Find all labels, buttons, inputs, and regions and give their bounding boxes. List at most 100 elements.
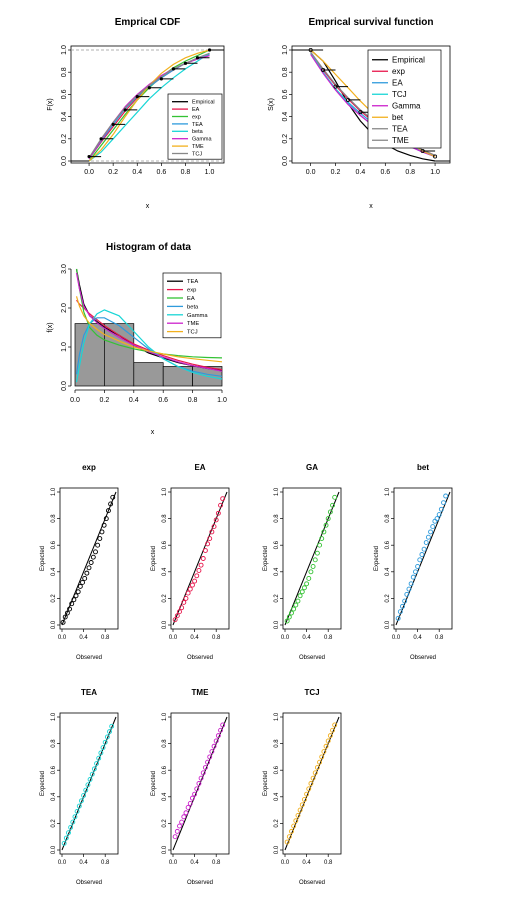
surv-legend-label: EA (392, 79, 403, 88)
pp-tcj-point (332, 722, 338, 728)
pp-ga-xtick-label: 0.4 (302, 635, 311, 641)
pp-bet-point (402, 598, 408, 604)
pp-tcj-ytick-label: 1.0 (274, 712, 280, 721)
pp-tea-point (87, 777, 93, 782)
pp-bet-ylabel: Expected (374, 546, 380, 571)
pp-ga-point (325, 516, 331, 522)
pp-ga-plot-box (282, 487, 342, 630)
pp-tea-point (81, 793, 87, 798)
pp-tme-chart: TME 0.0 0.4 0.8 0.0 0.2 0.4 0.6 0.8 1.0 Observed Ex… (151, 688, 230, 886)
pp-tme-xtick-label: 0.0 (169, 860, 178, 866)
survival-empirical-point (321, 67, 326, 72)
surv-xtick-label: 0.8 (405, 169, 415, 176)
pp-tea-point (83, 787, 89, 793)
surv-ytick-label: 1.0 (282, 45, 289, 55)
pp-tme-ytick-label: 0.0 (162, 845, 168, 854)
pp-tcj-xtick-label: 0.8 (324, 860, 333, 866)
surv-xtick-label: 0.6 (380, 169, 390, 176)
pp-tea-point (74, 808, 80, 814)
pp-bet-ytick-label: 0.0 (385, 620, 391, 629)
pp-exp-point (75, 589, 81, 595)
pp-tea-ylabel: Expected (40, 771, 46, 796)
pp-tcj-point (325, 738, 331, 744)
cdf-title: Emprical CDF (115, 17, 181, 28)
pp-ga-point (332, 494, 338, 500)
cdf-empirical-point (135, 95, 139, 99)
pp-tea-xtick-label: 0.0 (58, 860, 67, 866)
pp-exp-ylabel: Expected (40, 546, 46, 571)
pp-tme-xtick-label: 0.8 (212, 860, 221, 866)
cdf-empirical-steps (71, 49, 224, 162)
pp-bet-point (425, 534, 431, 540)
cdf-legend-label: Empirical (192, 100, 215, 106)
hist-density-exp (76, 299, 223, 371)
cdf-empirical-point (99, 137, 103, 141)
pp-exp-xtick-label: 0.4 (79, 635, 88, 641)
pp-ga-point (284, 618, 290, 624)
pp-bet-xtick-label: 0.4 (413, 635, 422, 641)
hist-xtick-label: 0.8 (188, 397, 198, 404)
pp-tcj-point (284, 839, 290, 845)
pp-tcj-ytick-label: 0.2 (274, 819, 280, 828)
pp-tcj-title: TCJ (304, 688, 319, 697)
hist-ytick-label: 0.0 (61, 381, 68, 391)
pp-tea-point (107, 729, 112, 735)
pp-tme-point (200, 770, 206, 776)
hist-bar (133, 362, 164, 387)
surv-ytick-label: 0.2 (282, 134, 289, 144)
pp-ea-point (209, 529, 215, 535)
pp-tme-ytick-label: 0.4 (162, 792, 168, 801)
pp-ea-point (220, 496, 226, 502)
pp-ea-xtick-label: 0.0 (169, 635, 178, 641)
pp-ga-point (299, 589, 305, 595)
pp-tea-point (96, 755, 102, 761)
pp-ea-point (200, 556, 206, 561)
pp-bet-point (410, 574, 416, 580)
cdf-xtick-label: 0.0 (84, 169, 94, 176)
pp-bet-point (419, 552, 425, 557)
pp-exp-xtick-label: 0.8 (101, 635, 110, 641)
surv-xtick-label: 0.4 (356, 169, 366, 176)
pp-tea-xtick-label: 0.4 (79, 860, 88, 866)
pp-tme-point (198, 775, 204, 781)
cdf-xtick-label: 0.4 (132, 169, 142, 176)
cdf-legend-label: Gamma (192, 137, 213, 143)
pp-exp-point (90, 554, 96, 560)
pp-ga-ytick-label: 0.6 (274, 540, 280, 549)
pp-bet-ytick-label: 0.2 (385, 594, 391, 603)
pp-bet-point (434, 516, 440, 522)
cdf-legend-label: exp (192, 114, 201, 120)
pp-ga-point (314, 550, 320, 556)
cdf-empirical-point (111, 122, 115, 126)
hist-xtick-label: 0.2 (100, 397, 110, 404)
pp-tcj-point (299, 802, 305, 808)
pp-ea-point (196, 568, 202, 573)
pp-ga-point (306, 576, 312, 581)
pp-ea-point (207, 536, 213, 541)
surv-ytick-label: 0.8 (282, 67, 289, 77)
pp-tea-point (85, 782, 91, 788)
pp-ea-point (174, 613, 180, 619)
pp-tme-point (179, 819, 185, 825)
pp-tme-point (205, 759, 211, 765)
pp-ga-point (295, 598, 301, 604)
pp-ea-point (215, 510, 221, 516)
pp-tea-point (63, 835, 69, 841)
pp-exp-plot-box (59, 487, 119, 630)
pp-tcj-plot-box (282, 712, 342, 855)
pp-exp-point (84, 570, 90, 576)
pp-exp-point (64, 610, 70, 616)
pp-exp-point (62, 614, 68, 620)
pp-tme-point (192, 791, 198, 797)
pp-ga-reference-line (284, 491, 340, 626)
pp-tea-ytick-label: 1.0 (51, 712, 57, 721)
pp-bet-xtick-label: 0.0 (392, 635, 401, 641)
hist-legend-label: beta (187, 304, 199, 310)
hist-density-TME (75, 272, 223, 372)
pp-ga-ytick-label: 0.8 (274, 514, 280, 523)
pp-ga-xlabel: Observed (299, 655, 325, 661)
surv-legend-label: TME (392, 136, 409, 145)
pp-tea-point (104, 734, 110, 740)
pp-ga-point (293, 602, 299, 608)
pp-tcj-point (304, 791, 310, 797)
